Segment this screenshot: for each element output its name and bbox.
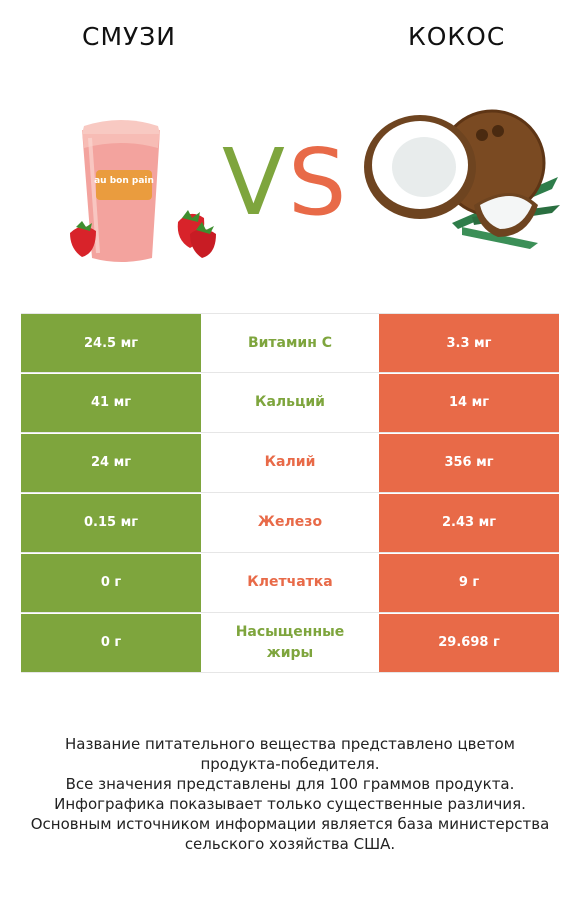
comparison-table: 24.5 мг Витамин C 3.3 мг 41 мг Кальций 14 мг 2…	[21, 313, 559, 673]
right-value-cell: 356 мг	[378, 433, 559, 492]
right-product-title: КОКОС	[408, 22, 506, 51]
right-value-cell: 2.43 мг	[378, 493, 559, 552]
right-value-cell: 3.3 мг	[378, 314, 559, 372]
footnote-line: Основным источником информации является …	[30, 815, 550, 833]
table-row: 24.5 мг Витамин C 3.3 мг	[21, 313, 559, 373]
versus-s: S	[288, 129, 347, 236]
right-value-cell: 29.698 г	[378, 613, 559, 672]
table-row: 0.15 мг Железо 2.43 мг	[21, 493, 559, 553]
nutrient-name-cell: Витамин C	[247, 334, 333, 351]
nutrient-name-cell: Насыщенные жиры	[235, 623, 345, 661]
table-row: 0 г Насыщенные жиры 29.698 г	[21, 613, 559, 673]
smoothie-image: au bon pain	[70, 120, 216, 262]
footnote: Название питательного вещества представл…	[20, 734, 560, 854]
coconut-image	[364, 109, 560, 249]
left-value-cell: 41 мг	[21, 373, 202, 432]
left-value-cell: 0.15 мг	[21, 493, 202, 552]
table-row: 24 мг Калий 356 мг	[21, 433, 559, 493]
footnote-line: Все значения представлены для 100 граммо…	[65, 775, 515, 793]
right-value-cell: 14 мг	[378, 373, 559, 432]
left-value-cell: 24.5 мг	[21, 314, 202, 372]
left-value-cell: 0 г	[21, 613, 202, 672]
table-row: 41 мг Кальций 14 мг	[21, 373, 559, 433]
nutrient-name-cell: Кальций	[255, 394, 325, 410]
left-value-cell: 0 г	[21, 553, 202, 612]
svg-text:au bon pain: au bon pain	[94, 176, 154, 186]
nutrient-name-cell: Калий	[264, 454, 316, 470]
nutrient-name-cell: Железо	[257, 514, 323, 530]
footnote-line: продукта-победителя.	[200, 755, 380, 773]
versus-label: V S	[222, 129, 352, 236]
nutrient-name-cell: Клетчатка	[247, 574, 333, 590]
table-row: 0 г Клетчатка 9 г	[21, 553, 559, 613]
right-value-cell: 9 г	[378, 553, 559, 612]
footnote-line: сельского хозяйства США.	[184, 835, 396, 853]
footnote-line: Название питательного вещества представл…	[65, 735, 515, 753]
left-value-cell: 24 мг	[21, 433, 202, 492]
footnote-line: Инфографика показывает только существенн…	[54, 795, 526, 813]
versus-v: V	[222, 129, 285, 236]
left-product-title: СМУЗИ	[82, 22, 176, 51]
